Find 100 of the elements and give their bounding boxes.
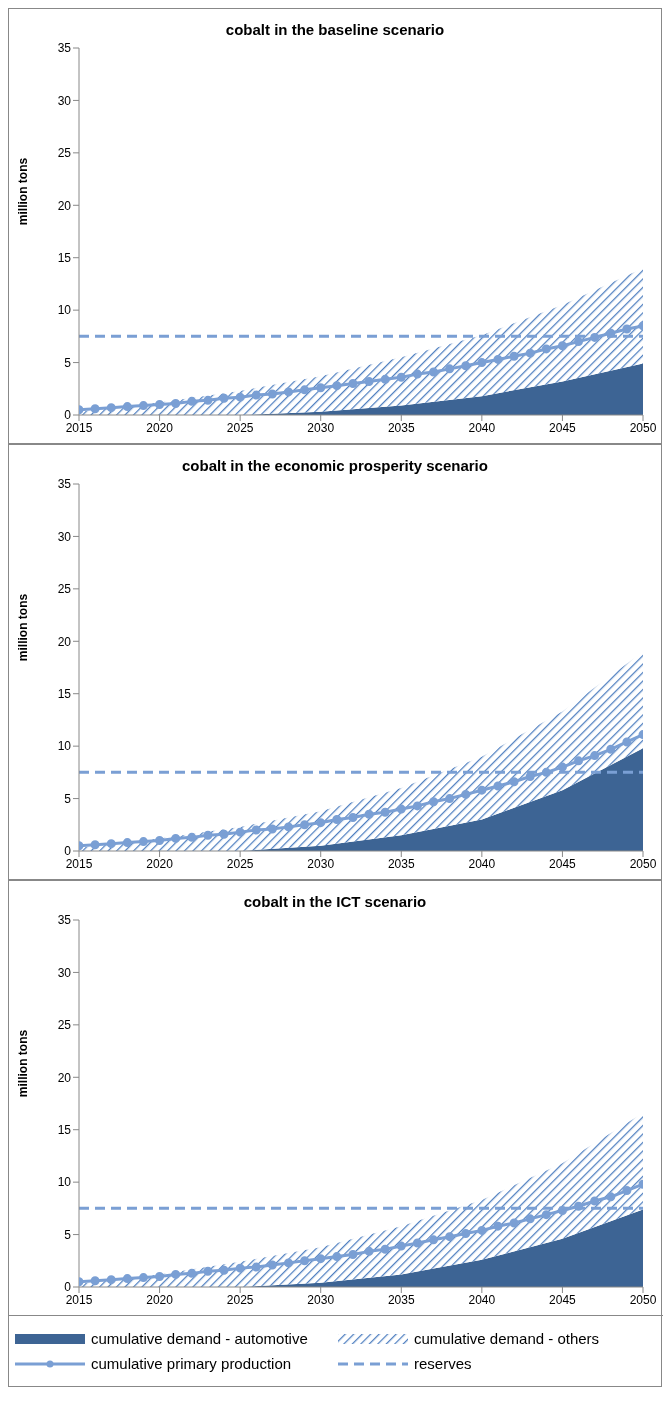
y-tick-label: 25 xyxy=(57,146,72,161)
point xyxy=(106,1275,116,1285)
x-tick-label: 2025 xyxy=(226,420,254,435)
point xyxy=(122,402,132,412)
point xyxy=(477,1225,487,1235)
point xyxy=(122,838,132,848)
point xyxy=(251,825,261,835)
y-tick-label: 35 xyxy=(57,913,72,928)
x-tick-label: 2045 xyxy=(549,420,577,435)
y-tick-label: 5 xyxy=(64,791,72,806)
point xyxy=(477,785,487,795)
x-tick-label: 2020 xyxy=(146,420,174,435)
point xyxy=(138,837,148,847)
point xyxy=(251,1262,261,1272)
point xyxy=(138,401,148,411)
point xyxy=(429,797,439,807)
point xyxy=(396,1241,406,1251)
point xyxy=(235,1263,245,1273)
point xyxy=(171,1269,181,1279)
y-tick-label: 20 xyxy=(57,198,72,213)
legend-label: reserves xyxy=(414,1355,472,1372)
x-tick-label: 2020 xyxy=(146,856,174,871)
x-tick-label: 2015 xyxy=(65,856,93,871)
point xyxy=(122,1274,132,1284)
point xyxy=(606,328,616,338)
y-tick-label: 30 xyxy=(57,529,72,544)
point xyxy=(557,341,567,351)
point xyxy=(622,324,632,334)
point xyxy=(445,1232,455,1242)
point xyxy=(267,389,277,399)
point xyxy=(106,403,116,413)
y-tick-label: 10 xyxy=(57,1175,72,1190)
y-tick-label: 25 xyxy=(57,1018,72,1033)
x-tick-label: 2035 xyxy=(387,1292,415,1307)
y-tick-label: 20 xyxy=(57,1070,72,1085)
point xyxy=(364,376,374,386)
x-tick-label: 2030 xyxy=(307,856,335,871)
legend-label: cumulative demand - automotive xyxy=(91,1330,308,1347)
point xyxy=(332,815,342,825)
point xyxy=(477,358,487,368)
point xyxy=(509,777,519,787)
point xyxy=(541,344,551,354)
point xyxy=(622,737,632,747)
point xyxy=(364,1246,374,1256)
point xyxy=(235,827,245,837)
y-axis-title: million tons xyxy=(16,1029,31,1098)
point xyxy=(525,1214,535,1224)
point xyxy=(219,393,229,403)
legend-label: cumulative demand - others xyxy=(414,1330,600,1347)
y-tick-label: 35 xyxy=(57,477,72,492)
x-tick-label: 2040 xyxy=(468,420,496,435)
x-tick-label: 2020 xyxy=(146,1292,174,1307)
point xyxy=(380,1244,390,1254)
point xyxy=(283,1258,293,1268)
x-tick-label: 2040 xyxy=(468,856,496,871)
y-tick-label: 15 xyxy=(57,1122,72,1137)
x-tick-label: 2035 xyxy=(387,420,415,435)
point xyxy=(203,395,213,405)
x-tick-label: 2035 xyxy=(387,856,415,871)
point xyxy=(348,812,358,822)
point xyxy=(606,744,616,754)
chart-title: cobalt in the baseline scenario xyxy=(224,21,446,38)
point xyxy=(171,833,181,843)
y-tick-label: 15 xyxy=(57,686,72,701)
point xyxy=(364,809,374,819)
point xyxy=(380,374,390,384)
point xyxy=(412,1238,422,1248)
x-tick-label: 2025 xyxy=(226,1292,254,1307)
y-tick-label: 10 xyxy=(57,739,72,754)
point xyxy=(219,829,229,839)
legend-label: cumulative primary production xyxy=(91,1355,292,1372)
point xyxy=(622,1186,632,1196)
point xyxy=(590,1196,600,1206)
point xyxy=(412,369,422,379)
point xyxy=(412,801,422,811)
point xyxy=(380,807,390,817)
point xyxy=(203,830,213,840)
x-tick-label: 2025 xyxy=(226,856,254,871)
y-tick-label: 35 xyxy=(57,41,72,56)
y-tick-label: 0 xyxy=(64,1280,72,1295)
point xyxy=(267,824,277,834)
y-axis-title: million tons xyxy=(16,157,31,226)
point xyxy=(509,1218,519,1228)
y-tick-label: 30 xyxy=(57,93,72,108)
x-tick-label: 2045 xyxy=(549,1292,577,1307)
point xyxy=(606,1192,616,1202)
point xyxy=(525,348,535,358)
point xyxy=(557,1205,567,1215)
y-tick-label: 0 xyxy=(64,844,72,859)
point xyxy=(445,794,455,804)
point xyxy=(461,1229,471,1239)
x-tick-label: 2015 xyxy=(65,1292,93,1307)
y-tick-label: 25 xyxy=(57,582,72,597)
y-tick-label: 15 xyxy=(57,250,72,265)
point xyxy=(493,781,503,791)
point xyxy=(429,1235,439,1245)
point xyxy=(300,820,310,830)
point xyxy=(332,381,342,391)
point xyxy=(187,1268,197,1278)
x-tick-label: 2050 xyxy=(629,1292,657,1307)
